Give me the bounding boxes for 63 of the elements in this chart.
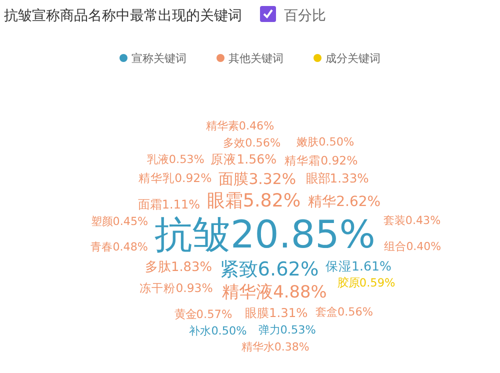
- value-label: 0.50%: [318, 135, 354, 148]
- value-label: 0.92%: [320, 153, 358, 168]
- value-label: 3.32%: [248, 170, 296, 188]
- word: 冻干粉: [140, 280, 176, 295]
- word: 精华水: [241, 340, 274, 354]
- word: 精华液: [222, 282, 274, 302]
- value-label: 1.11%: [162, 198, 200, 212]
- word: 精华乳: [138, 170, 175, 185]
- value-label: 0.50%: [211, 324, 247, 338]
- word: 面膜: [218, 170, 249, 188]
- value-label: 1.61%: [352, 258, 392, 274]
- word: 青春: [90, 240, 113, 254]
- value-label: 6.62%: [258, 257, 319, 280]
- value-label: 0.93%: [176, 280, 213, 295]
- value-label: 0.40%: [406, 240, 442, 254]
- word: 精华霜: [284, 153, 321, 168]
- value-label: 20.85%: [230, 212, 376, 256]
- word: 弹力: [258, 324, 280, 337]
- value-label: 0.56%: [338, 305, 374, 318]
- word: 胶原: [337, 276, 360, 290]
- word: 保湿: [326, 258, 352, 274]
- value-label: 1.83%: [171, 260, 212, 276]
- value-label: 0.53%: [168, 152, 204, 166]
- value-label: 0.59%: [359, 276, 396, 290]
- word: 套装: [383, 214, 406, 228]
- value-label: 0.53%: [280, 324, 316, 337]
- word: 抗皱: [154, 212, 230, 256]
- legend-label: 宣称关键词: [132, 52, 186, 65]
- value-label: 1.31%: [269, 306, 308, 320]
- value-label: 4.88%: [273, 282, 327, 302]
- value-label: 0.56%: [245, 136, 281, 150]
- word: 眼部: [306, 172, 330, 186]
- value-label: 1.56%: [236, 152, 277, 167]
- word: 紧致: [220, 257, 258, 280]
- word: 乳液: [146, 152, 169, 166]
- text: 百分比: [284, 8, 326, 24]
- word: 组合: [384, 240, 406, 254]
- word: 精华: [308, 194, 336, 210]
- word: 精华素: [206, 119, 239, 132]
- value-label: 0.43%: [405, 214, 441, 228]
- word: 眼膜: [245, 306, 269, 320]
- word: 套盒: [316, 305, 338, 318]
- legend-label: 成分关键词: [326, 52, 380, 65]
- value-label: 0.45%: [112, 214, 148, 228]
- word: 嫩肤: [296, 135, 319, 148]
- word: 原液: [210, 152, 237, 167]
- word: 面霜: [138, 198, 162, 212]
- value-label: 0.57%: [196, 308, 232, 322]
- value-label: 5.82%: [242, 190, 301, 212]
- value-label: 1.33%: [330, 172, 369, 186]
- value-label: 0.46%: [238, 119, 274, 132]
- word: 黄金: [174, 308, 196, 322]
- value-label: 2.62%: [336, 194, 381, 210]
- value-label: 0.92%: [174, 170, 212, 185]
- word: 眼霜: [206, 190, 243, 212]
- legend-label: 其他关键词: [228, 52, 284, 65]
- word: 多效: [223, 136, 246, 150]
- word: 多肽: [145, 260, 171, 276]
- word: 补水: [189, 324, 212, 338]
- word: 塑颜: [90, 214, 113, 228]
- title: 抗皱宣称商品名称中最常出现的关键词: [4, 8, 242, 24]
- value-label: 0.38%: [274, 340, 310, 354]
- value-label: 0.48%: [112, 240, 148, 254]
